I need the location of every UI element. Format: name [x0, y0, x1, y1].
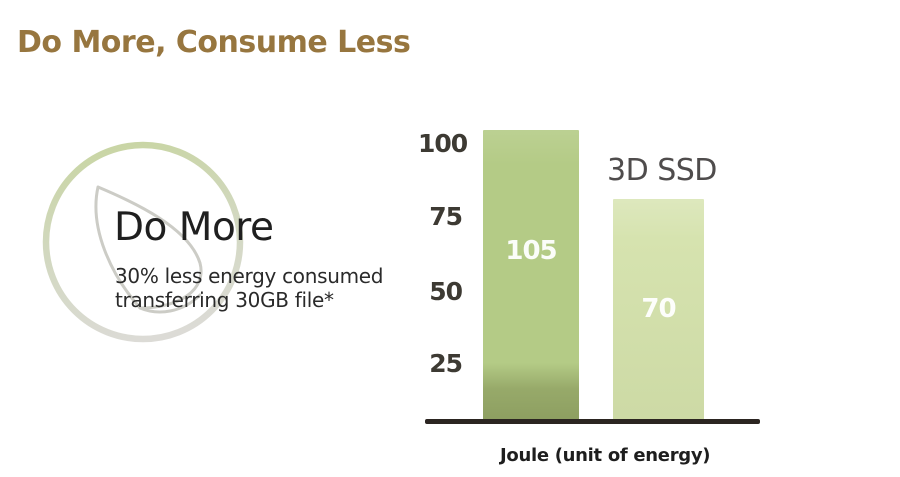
- feature-heading: Do More: [114, 205, 274, 250]
- x-axis-title: Joule (unit of energy): [500, 445, 711, 466]
- y-axis-tick-100: 100: [418, 129, 468, 158]
- bar-1-value-label: 105: [505, 236, 557, 266]
- leaf-icon: [42, 141, 244, 343]
- y-axis-tick-75: 75: [429, 202, 463, 231]
- feature-description: 30% less energy consumed transferring 30…: [115, 264, 384, 312]
- bar-2-value-label: 70: [641, 294, 676, 324]
- energy-bar-2-3d-ssd: 70: [613, 199, 704, 421]
- feature-description-line1: 30% less energy consumed: [115, 264, 384, 288]
- bar-1-watercolor-shade: [483, 130, 579, 421]
- badge-circle: [42, 141, 244, 343]
- x-axis-line: [425, 419, 760, 424]
- leaf-stem: [138, 293, 202, 314]
- leaf-badge: [41, 140, 245, 344]
- y-axis-tick-25: 25: [429, 349, 463, 378]
- feature-description-line2: transferring 30GB file*: [115, 288, 334, 312]
- y-axis-tick-50: 50: [429, 277, 463, 306]
- bar-2-watercolor-shade: [613, 199, 704, 421]
- energy-bar-1: 105: [483, 130, 579, 421]
- slide-title: Do More, Consume Less: [17, 25, 411, 60]
- leaf-outline: [94, 185, 203, 310]
- bar-2-category-label: 3D SSD: [607, 153, 717, 188]
